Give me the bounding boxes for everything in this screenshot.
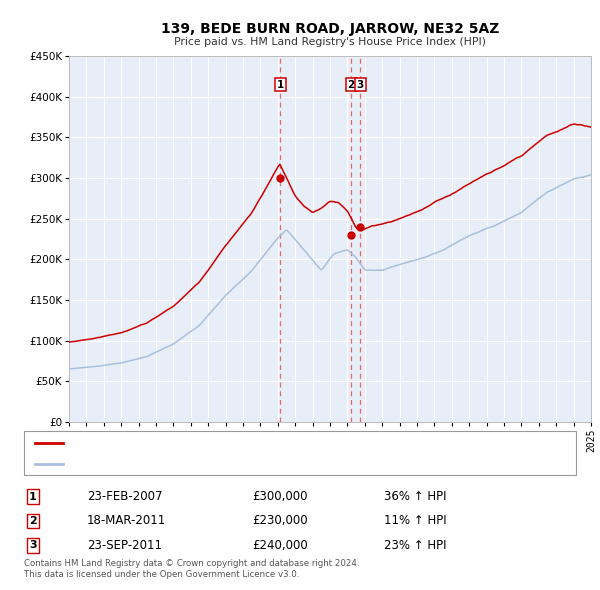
Text: 18-MAR-2011: 18-MAR-2011	[87, 514, 166, 527]
Text: 2: 2	[347, 80, 355, 90]
Text: 139, BEDE BURN ROAD, JARROW, NE32 5AZ (detached house): 139, BEDE BURN ROAD, JARROW, NE32 5AZ (d…	[70, 438, 394, 448]
Text: 11% ↑ HPI: 11% ↑ HPI	[384, 514, 446, 527]
Text: This data is licensed under the Open Government Licence v3.0.: This data is licensed under the Open Gov…	[24, 571, 299, 579]
Text: HPI: Average price, detached house, South Tyneside: HPI: Average price, detached house, Sout…	[70, 459, 342, 469]
Text: 23-FEB-2007: 23-FEB-2007	[87, 490, 163, 503]
Text: 36% ↑ HPI: 36% ↑ HPI	[384, 490, 446, 503]
Text: 23-SEP-2011: 23-SEP-2011	[87, 539, 162, 552]
Text: £300,000: £300,000	[252, 490, 308, 503]
Text: 3: 3	[356, 80, 364, 90]
Text: Contains HM Land Registry data © Crown copyright and database right 2024.: Contains HM Land Registry data © Crown c…	[24, 559, 359, 568]
Text: 23% ↑ HPI: 23% ↑ HPI	[384, 539, 446, 552]
Text: 1: 1	[277, 80, 284, 90]
Text: Price paid vs. HM Land Registry's House Price Index (HPI): Price paid vs. HM Land Registry's House …	[174, 37, 486, 47]
Text: 3: 3	[29, 540, 37, 550]
Text: £230,000: £230,000	[252, 514, 308, 527]
Text: 139, BEDE BURN ROAD, JARROW, NE32 5AZ: 139, BEDE BURN ROAD, JARROW, NE32 5AZ	[161, 22, 499, 37]
Text: £240,000: £240,000	[252, 539, 308, 552]
Text: 1: 1	[29, 492, 37, 502]
Text: 2: 2	[29, 516, 37, 526]
